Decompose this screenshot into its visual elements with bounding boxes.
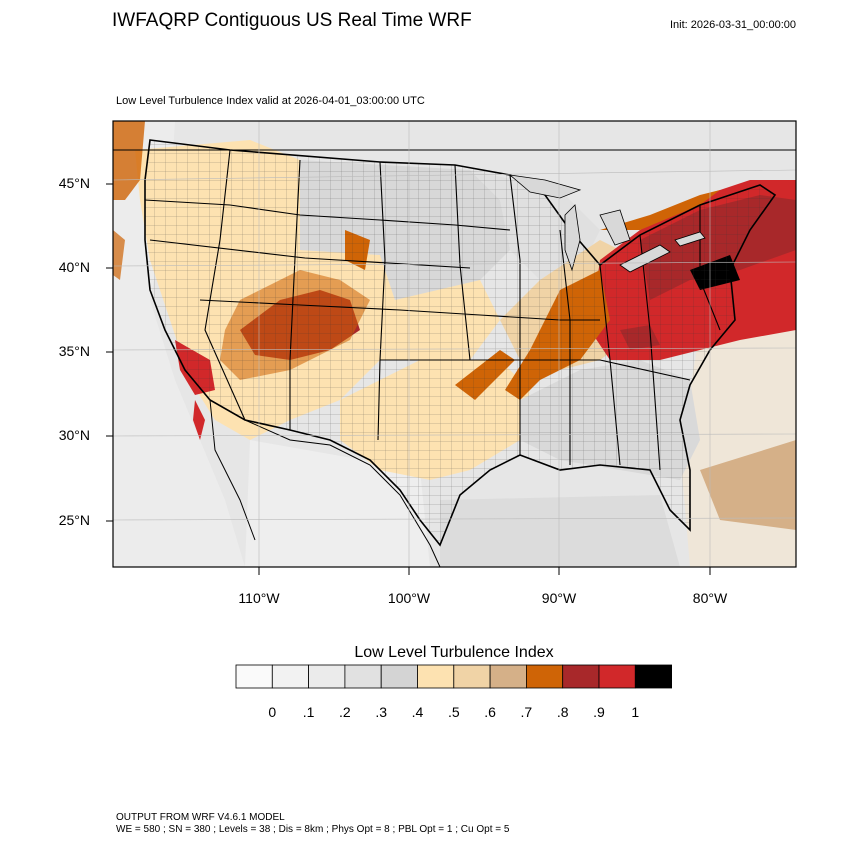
graticule	[113, 121, 796, 567]
lat-label-35: 35°N	[58, 343, 90, 359]
great-lakes-orange	[600, 190, 720, 230]
plot-title: IWFAQRP Contiguous US Real Time WRF	[112, 10, 472, 31]
colorbar-swatch	[417, 664, 455, 689]
international-borders	[113, 149, 796, 567]
lat-label-25: 25°N	[58, 512, 90, 528]
colorbar-label: 0	[268, 704, 277, 720]
lat-label-40: 40°N	[58, 259, 90, 275]
map-field	[113, 121, 796, 567]
colorbar-label: .8	[556, 704, 569, 720]
pnw-orange	[113, 121, 145, 200]
map-frame	[112, 120, 797, 568]
lon-label-90: 90°W	[541, 590, 577, 606]
colorbar-title: Low Level Turbulence Index	[354, 644, 554, 661]
axis-ticks	[106, 183, 711, 575]
colorbar-swatch	[598, 664, 636, 689]
colorbar-swatch	[526, 664, 564, 689]
colorbar-label: .4	[411, 704, 424, 720]
colorbar-swatch	[344, 664, 382, 689]
colorbar-label: .9	[593, 704, 605, 720]
baja-red	[193, 400, 205, 440]
colorbar-label: .2	[339, 704, 351, 720]
colorbar-swatch	[271, 664, 309, 689]
atlantic-tan	[700, 440, 796, 530]
colorbar-swatch	[308, 664, 346, 689]
colorbar-label: .7	[520, 704, 533, 720]
colorbar-swatch	[380, 664, 418, 689]
state-boundaries	[144, 139, 777, 547]
colorbar-label: 1	[631, 704, 640, 720]
colorbar-swatch	[453, 664, 491, 689]
colorbar-swatch	[235, 664, 273, 689]
lat-label-45: 45°N	[58, 175, 90, 191]
footer-config: WE = 580 ; SN = 380 ; Levels = 38 ; Dis …	[116, 824, 510, 835]
colorbar-swatch	[634, 664, 672, 689]
colorbar-label: .5	[447, 704, 460, 720]
great-lakes	[508, 174, 706, 273]
colorbar-label: .3	[375, 704, 388, 720]
oregon-orange	[113, 230, 125, 280]
lon-label-100: 100°W	[387, 590, 431, 606]
footer-model: OUTPUT FROM WRF V4.6.1 MODEL	[116, 812, 285, 823]
valid-time-subtitle: Low Level Turbulence Index valid at 2026…	[116, 95, 425, 107]
lon-label-110: 110°W	[238, 590, 280, 606]
colorbar-swatch	[489, 664, 527, 689]
gulf-field	[440, 495, 680, 567]
lat-label-30: 30°N	[58, 427, 90, 443]
colorbar-swatch	[562, 664, 600, 689]
colorbar	[235, 664, 672, 689]
colorbar-label: .6	[484, 704, 496, 720]
colorbar-label: .1	[302, 704, 315, 720]
init-time: Init: 2026-03-31_00:00:00	[670, 19, 796, 31]
lon-label-80: 80°W	[692, 590, 728, 606]
